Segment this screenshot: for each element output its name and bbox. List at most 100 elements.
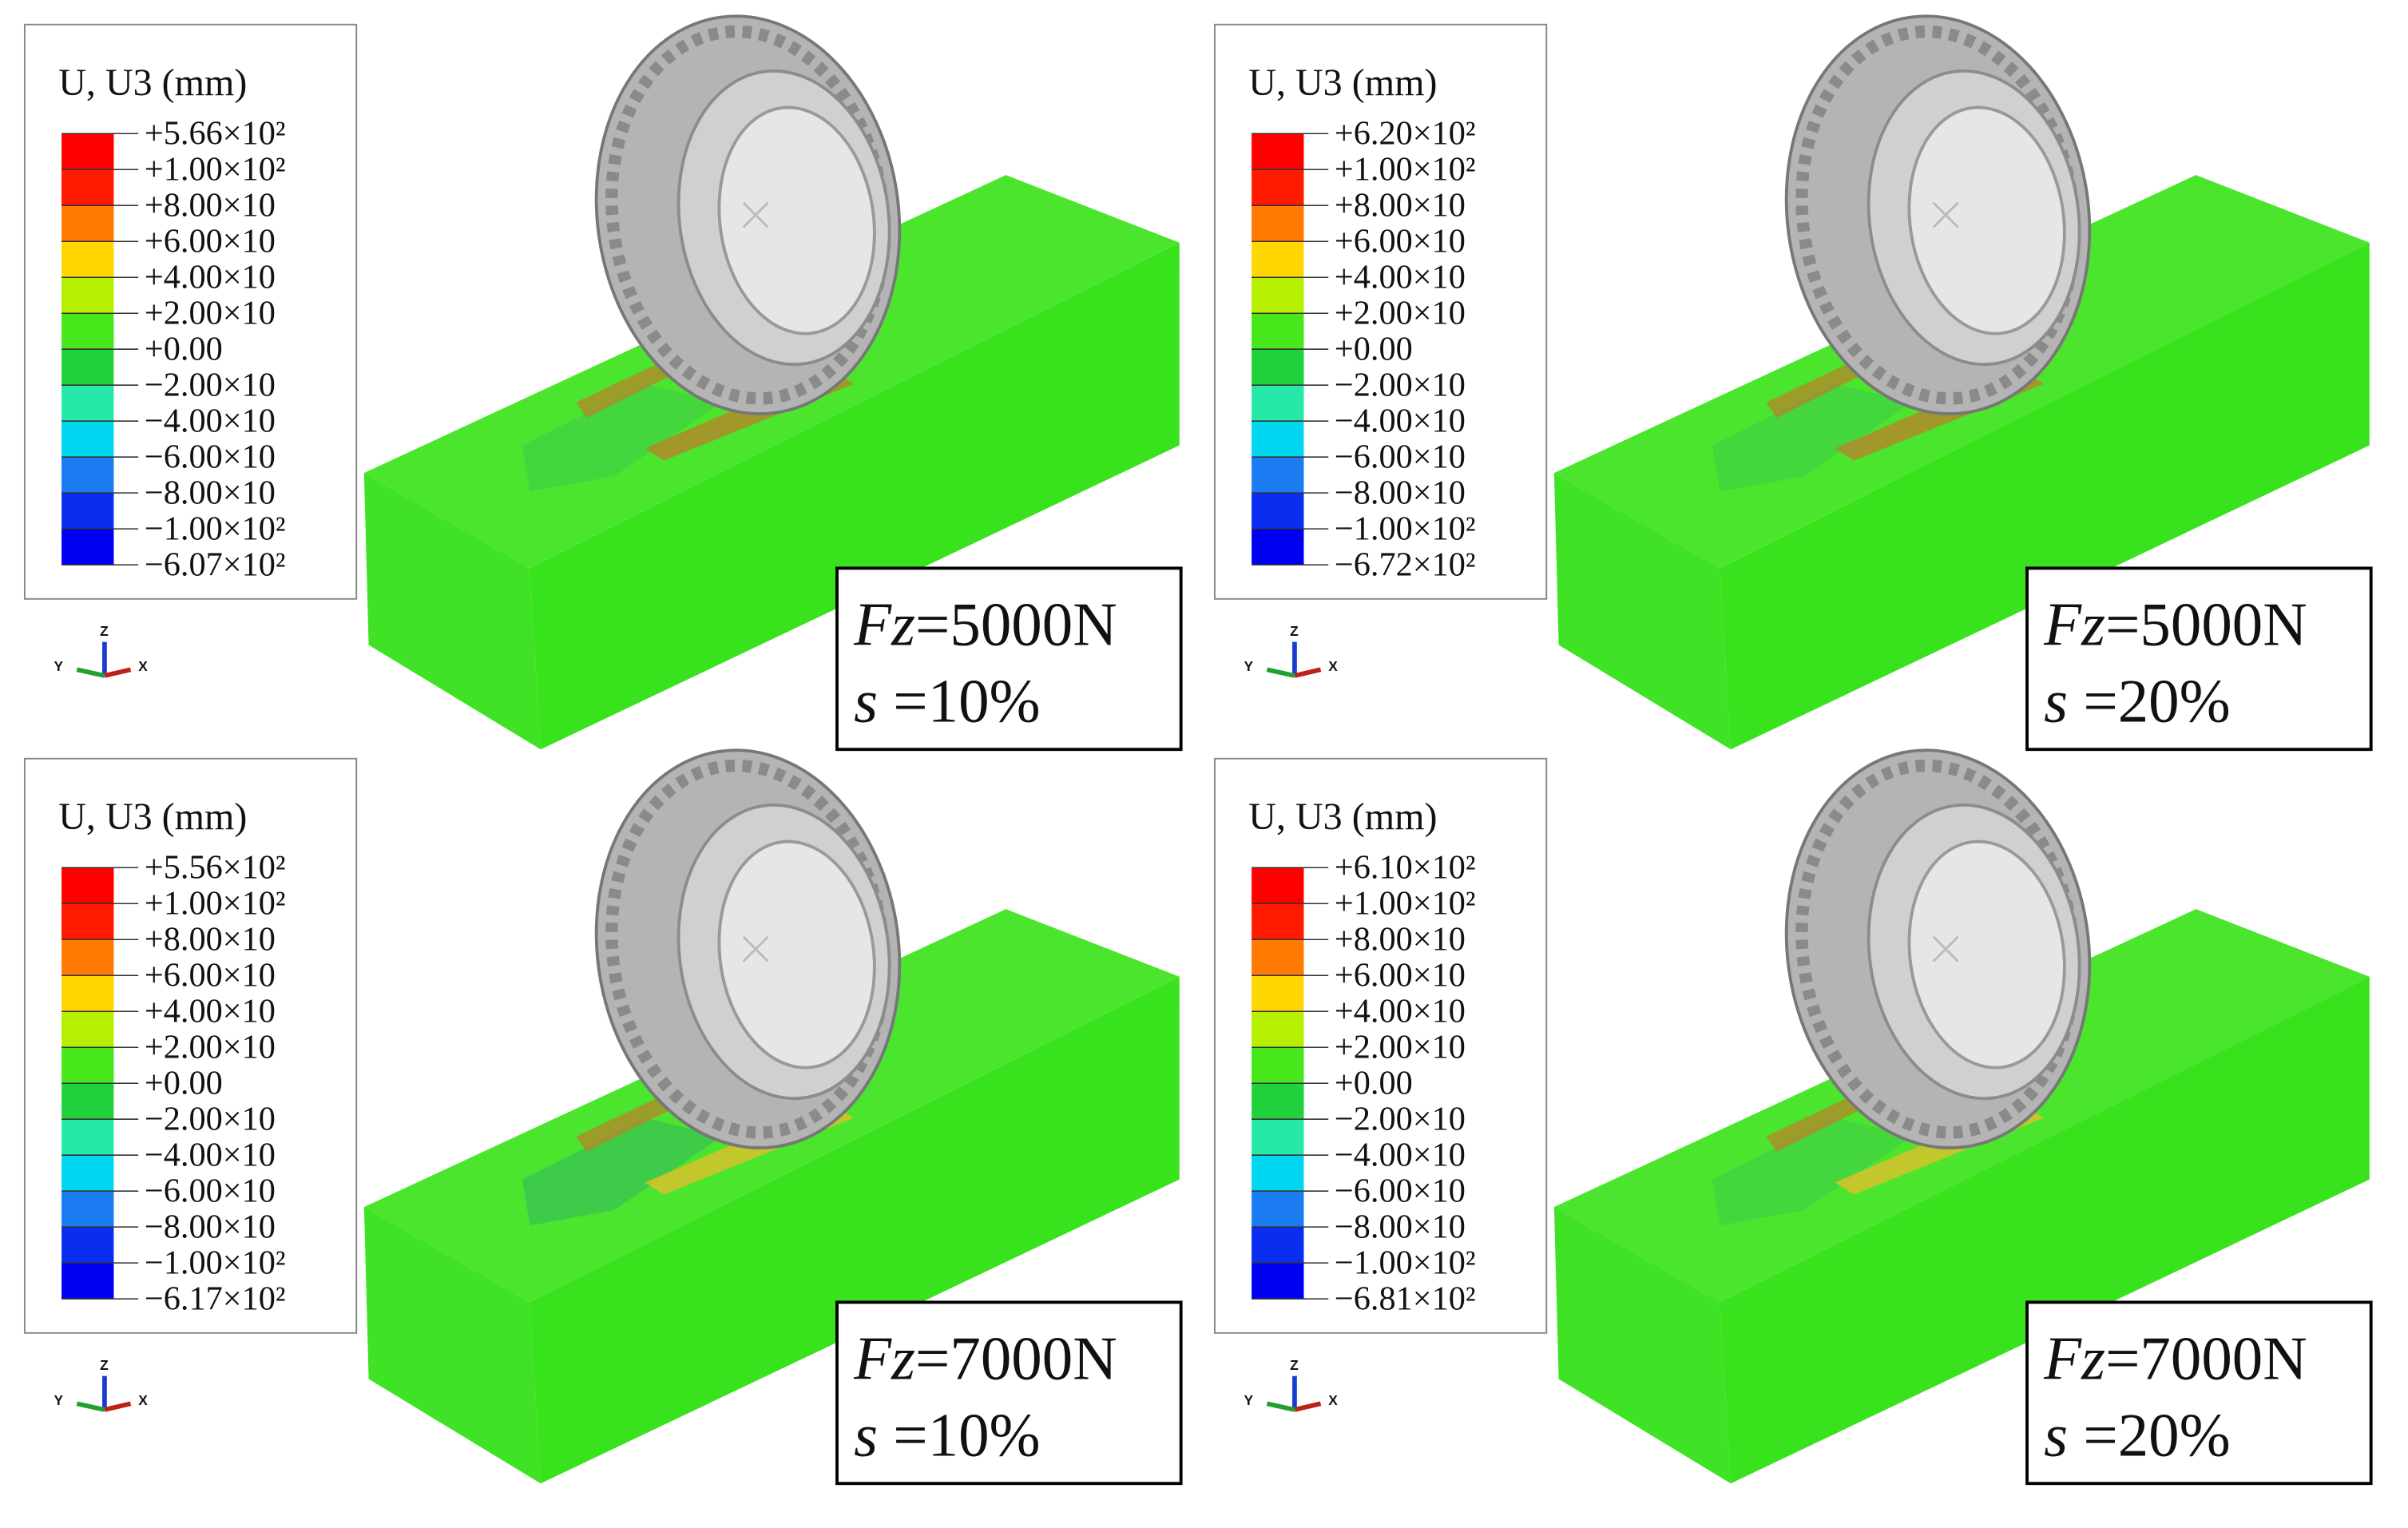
triad-x (104, 667, 132, 678)
legend-label: −2.00×10 (1335, 1101, 1466, 1138)
legend-label: +4.00×10 (145, 259, 276, 296)
slip-label: s =20% (2044, 1401, 2230, 1470)
case-box (2025, 1300, 2373, 1486)
legend-label: +4.00×10 (145, 993, 276, 1030)
legend-label: −6.00×10 (145, 439, 276, 476)
triad-x (104, 1401, 132, 1412)
slip-label: s =10% (854, 667, 1040, 736)
legend-label: −6.00×10 (1335, 439, 1466, 476)
tyre (1784, 14, 2092, 415)
legend-label: −4.00×10 (1335, 1137, 1466, 1174)
triad-label: Y (1244, 1392, 1253, 1408)
load-value: =5000N (915, 589, 1117, 658)
slip-symbol: s (2044, 667, 2068, 736)
load-label: Fz=7000N (2043, 1324, 2307, 1393)
color-band (61, 939, 114, 976)
color-band (1252, 1263, 1304, 1300)
load-symbol: Fz (2043, 1324, 2105, 1393)
tyre (594, 748, 902, 1149)
triad-x (1294, 1401, 1322, 1412)
color-band (61, 349, 114, 386)
rut-patch (522, 1117, 722, 1226)
load-value: =5000N (2105, 589, 2307, 658)
color-band (1252, 1227, 1304, 1264)
color-band (1252, 205, 1304, 242)
legend-label: +5.56×10² (145, 849, 286, 887)
legend-label: +6.00×10 (145, 223, 276, 260)
slip-value: =20% (2068, 667, 2231, 736)
legend-label: +0.00 (145, 331, 223, 368)
color-band (1252, 169, 1304, 206)
color-band (61, 903, 114, 940)
legend-label: +2.00×10 (1335, 1029, 1466, 1066)
color-band (61, 529, 114, 566)
legend-label: +0.00 (145, 1065, 223, 1102)
legend-label: +6.00×10 (1335, 957, 1466, 994)
legend-label: +2.00×10 (145, 295, 276, 332)
legend-label: +6.10×10² (1335, 849, 1476, 887)
soil-end-face (1553, 473, 1731, 750)
color-band (61, 975, 114, 1012)
legend-label: +8.00×10 (145, 187, 276, 224)
load-symbol: Fz (853, 589, 915, 658)
soil-end-face (363, 1207, 541, 1484)
triad-label: Y (54, 658, 63, 674)
triad-y (1266, 1401, 1295, 1412)
legend-label: +5.66×10² (145, 115, 286, 153)
load-symbol: Fz (853, 1324, 915, 1393)
legend-label: +4.00×10 (1335, 259, 1466, 296)
rut-edge (1766, 1096, 1863, 1152)
slip-symbol: s (854, 667, 878, 736)
legend-label: −6.81×10² (1335, 1280, 1476, 1318)
triad-label: X (138, 1392, 148, 1408)
legend-label: −4.00×10 (145, 403, 276, 440)
color-band (1252, 975, 1304, 1012)
wheel-center (1932, 935, 1959, 962)
legend-label: −2.00×10 (145, 367, 276, 404)
triad-label: Z (1290, 1357, 1299, 1373)
slip-value: =10% (878, 667, 1041, 736)
rim (717, 839, 876, 1070)
triad-label: X (1328, 658, 1338, 674)
soil-front-face (530, 242, 1180, 750)
rim (1907, 105, 2066, 335)
triad-y (76, 667, 105, 678)
tyre (1784, 748, 2092, 1149)
slip-symbol: s (854, 1401, 878, 1470)
case-box (835, 1300, 1183, 1486)
legend-label: +0.00 (1335, 331, 1413, 368)
color-band (61, 1119, 114, 1156)
legend-label: −1.00×10² (1335, 510, 1476, 548)
color-band (61, 1191, 114, 1228)
panel: U, U3 (mm) +6.10×10²+1.00×10²+8.00×10+6.0… (1213, 748, 2373, 1486)
color-band (61, 133, 114, 170)
legend-label: +1.00×10² (1335, 151, 1476, 189)
color-band (1252, 1047, 1304, 1084)
legend-title: U, U3 (mm) (58, 62, 247, 104)
soil-end-face (1553, 1207, 1731, 1484)
triad-y (1266, 667, 1295, 678)
color-band (61, 1263, 114, 1300)
color-band (1252, 493, 1304, 530)
slip-label: s =20% (2044, 667, 2230, 736)
legend-label: +2.00×10 (1335, 295, 1466, 332)
tyre (594, 14, 902, 415)
slip-symbol: s (2044, 1401, 2068, 1470)
color-band (1252, 349, 1304, 386)
rim (1907, 839, 2066, 1070)
slip-value: =20% (2068, 1401, 2231, 1470)
legend-label: −1.00×10² (145, 1244, 286, 1282)
load-value: =7000N (2105, 1324, 2307, 1393)
triad-label: Z (1290, 623, 1299, 639)
color-band (61, 421, 114, 458)
legend-label: −6.72×10² (1335, 546, 1476, 584)
wheel-center (742, 201, 769, 228)
legend-label: +1.00×10² (145, 885, 286, 923)
legend-label: +1.00×10² (1335, 885, 1476, 923)
color-band (61, 457, 114, 494)
color-band (1252, 313, 1304, 350)
legend-label: +6.00×10 (1335, 223, 1466, 260)
color-band (61, 385, 114, 422)
